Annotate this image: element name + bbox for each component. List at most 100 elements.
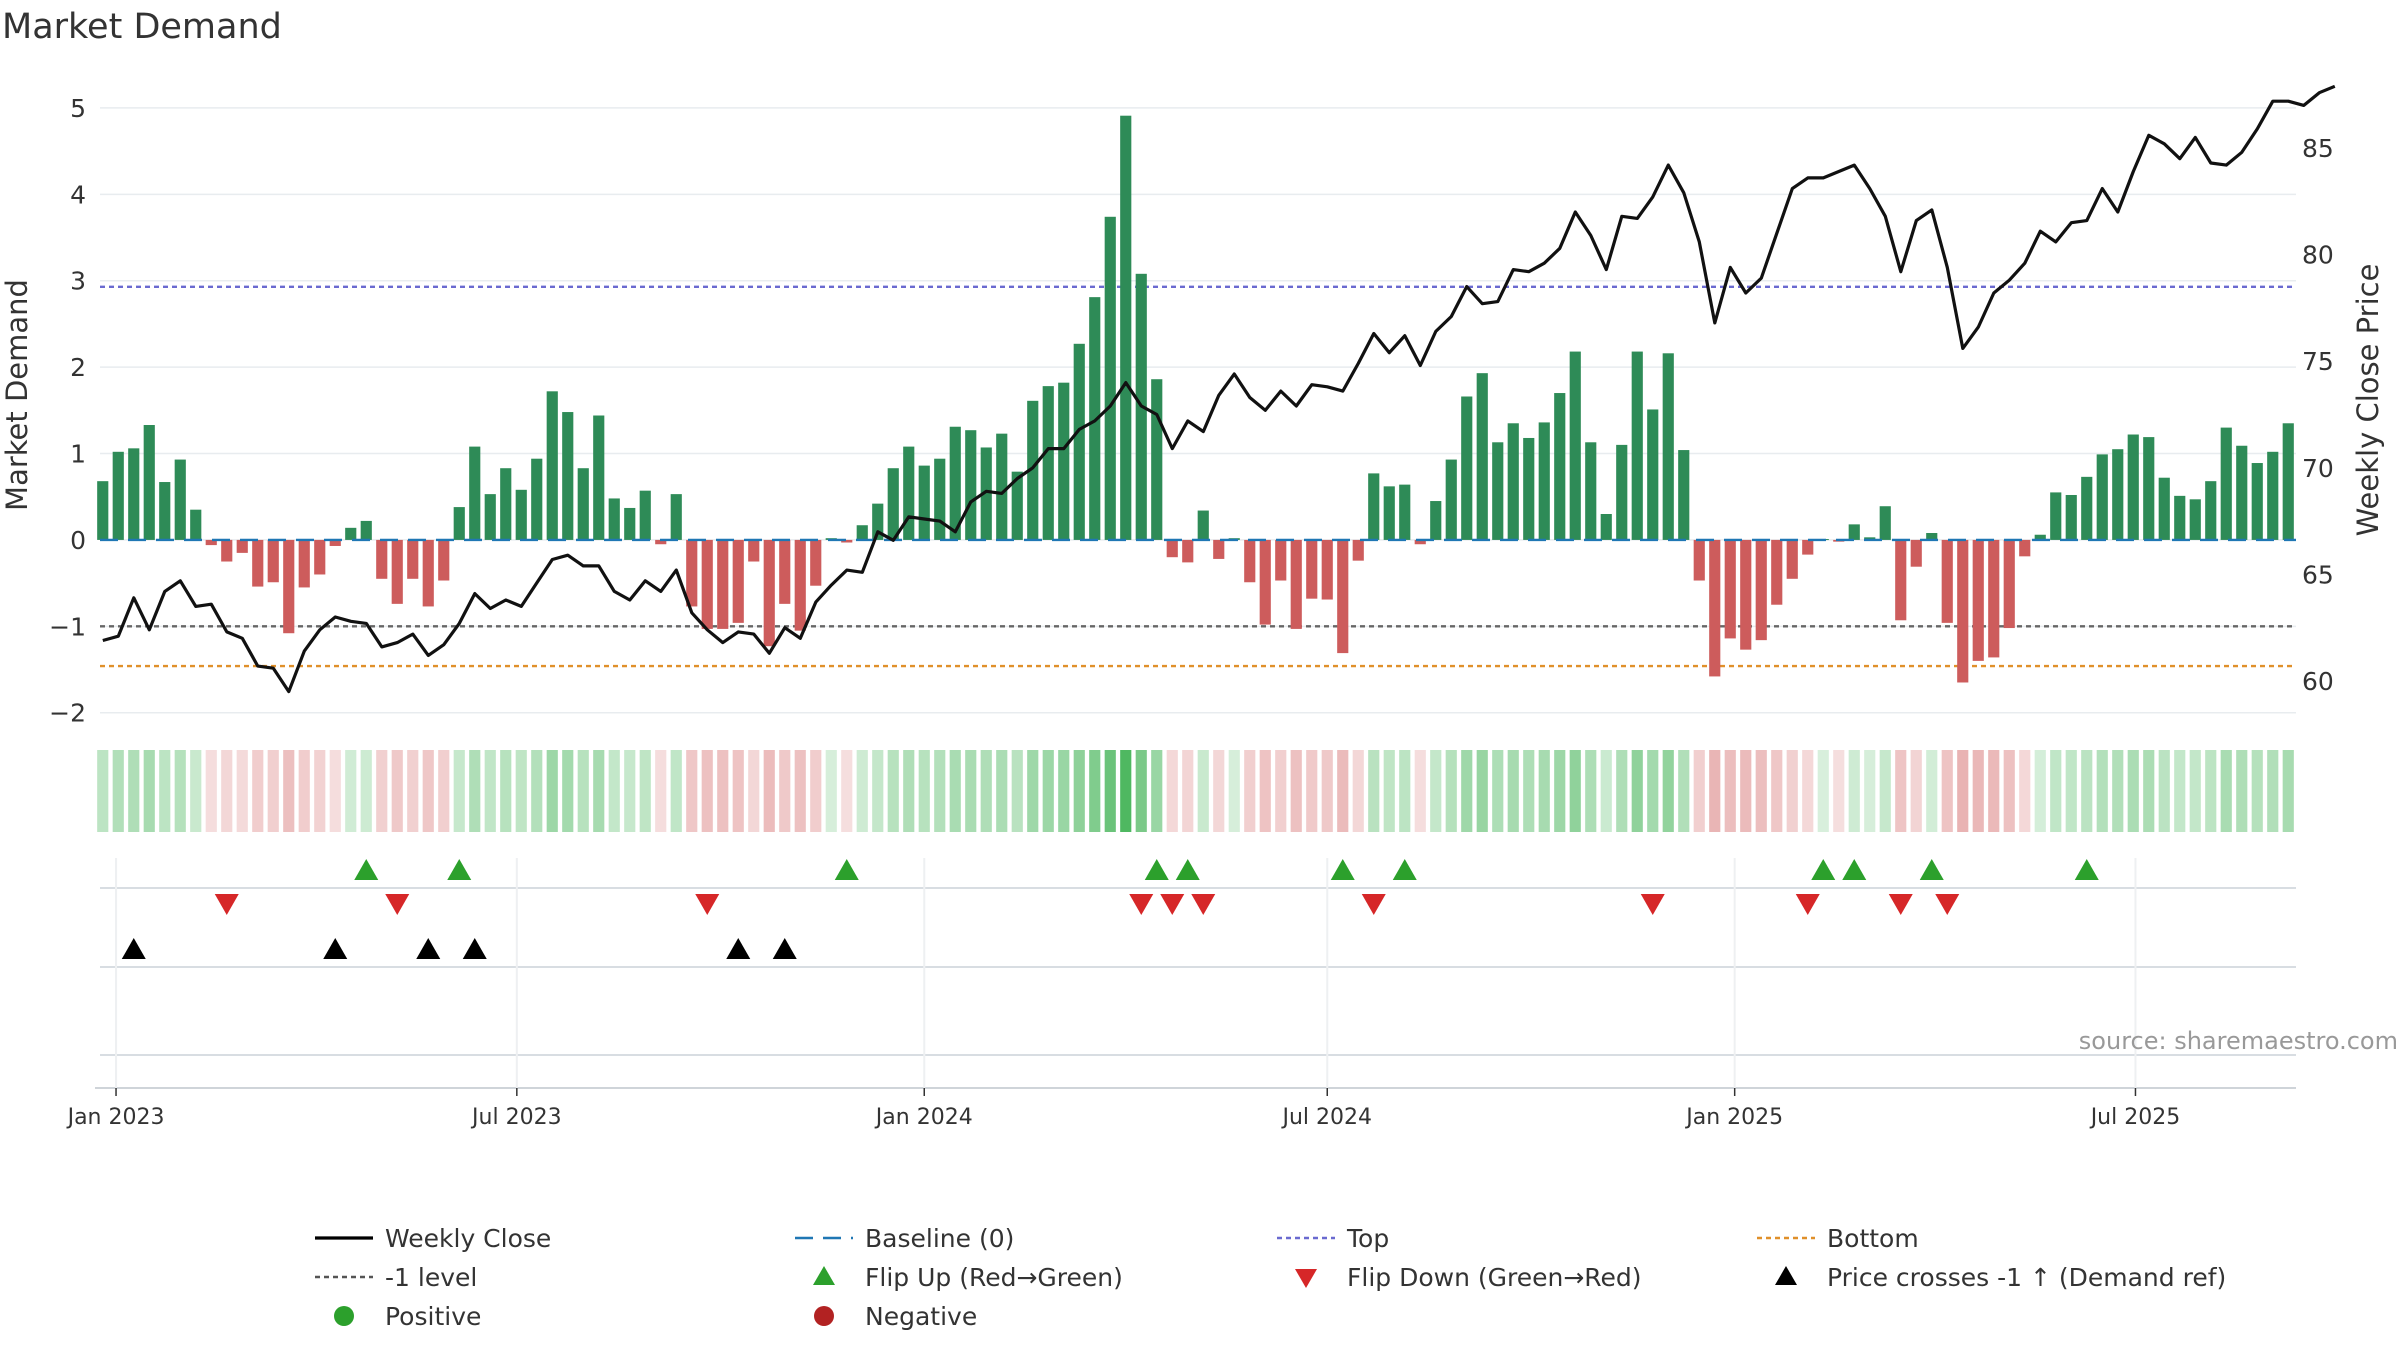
- heat-cell: [1104, 750, 1116, 832]
- demand-bar: [562, 412, 574, 540]
- price-cross-marker: [462, 938, 487, 959]
- heat-cell: [1988, 750, 2000, 832]
- heat-cell: [2143, 750, 2155, 832]
- demand-bar: [1631, 351, 1643, 540]
- heat-cell: [670, 750, 682, 832]
- demand-bar: [1259, 539, 1271, 625]
- heat-cell: [1290, 750, 1302, 832]
- price-cross-marker: [416, 938, 441, 959]
- right-tick-label: 75: [2302, 347, 2334, 376]
- demand-bar: [1368, 473, 1380, 540]
- heat-cell: [1554, 750, 1566, 832]
- demand-bar: [1864, 537, 1876, 540]
- heat-cell: [1895, 750, 1907, 832]
- x-tick-label: Jul 2023: [470, 1105, 562, 1130]
- right-tick-label: 85: [2302, 134, 2334, 163]
- demand-bar: [1414, 539, 1426, 545]
- heat-cell: [1244, 750, 1256, 832]
- heat-cell: [205, 750, 217, 832]
- heat-cell: [887, 750, 899, 832]
- heat-cell: [2251, 750, 2263, 832]
- heat-cell: [438, 750, 450, 832]
- heat-cell: [1600, 750, 1612, 832]
- demand-bar: [1476, 373, 1488, 540]
- demand-bar: [2143, 437, 2155, 540]
- heat-cell: [965, 750, 977, 832]
- demand-bar: [252, 539, 264, 587]
- demand-bars: [97, 115, 2296, 683]
- legend-label: Bottom: [1827, 1224, 1919, 1253]
- heat-cell: [856, 750, 868, 832]
- left-tick-label: −1: [49, 612, 86, 641]
- demand-bar: [1709, 539, 1721, 677]
- right-tick-label: 65: [2302, 560, 2334, 589]
- heat-cell: [2267, 750, 2279, 832]
- demand-bar: [1151, 379, 1163, 540]
- reference-lines: [100, 285, 2296, 668]
- demand-bar: [2205, 481, 2217, 540]
- left-tick-label: 5: [70, 94, 86, 123]
- demand-bar: [1802, 539, 1814, 555]
- demand-bar: [996, 433, 1008, 540]
- demand-bar: [345, 527, 357, 540]
- demand-bar: [1166, 539, 1178, 558]
- demand-bar: [2236, 445, 2248, 540]
- heat-cell: [763, 750, 775, 832]
- demand-bar: [670, 494, 682, 540]
- demand-bar: [1771, 539, 1783, 605]
- heat-cell: [949, 750, 961, 832]
- heat-cell: [825, 750, 837, 832]
- legend-label: Top: [1346, 1224, 1389, 1253]
- demand-bar: [856, 525, 868, 540]
- heat-cell: [190, 750, 202, 832]
- legend-label: Weekly Close: [385, 1224, 551, 1253]
- legend-swatch: [814, 1306, 834, 1326]
- demand-bar: [717, 539, 729, 629]
- flip-down-marker: [695, 894, 720, 915]
- demand-bar: [1724, 539, 1736, 639]
- heat-cell: [1027, 750, 1039, 832]
- demand-bar: [407, 539, 419, 579]
- heat-cell: [2189, 750, 2201, 832]
- demand-bar: [2158, 477, 2170, 540]
- demand-bar: [965, 430, 977, 540]
- demand-bar: [1321, 539, 1333, 600]
- heat-cell: [1941, 750, 1953, 832]
- heat-cell: [1926, 750, 1938, 832]
- heat-cell: [1538, 750, 1550, 832]
- demand-bar: [1104, 216, 1116, 540]
- demand-bar: [949, 426, 961, 540]
- demand-bar: [1554, 393, 1566, 540]
- demand-bar: [577, 468, 589, 540]
- heat-cell: [1879, 750, 1891, 832]
- heat-cell: [1569, 750, 1581, 832]
- demand-bar: [1275, 539, 1287, 581]
- demand-bar: [500, 468, 512, 540]
- demand-bar: [1941, 539, 1953, 623]
- heat-cell: [236, 750, 248, 832]
- right-y-ticks: 60 65 70 75 80 85: [2302, 134, 2334, 696]
- heat-cell: [1476, 750, 1488, 832]
- heat-cell: [1771, 750, 1783, 832]
- heat-cell: [484, 750, 496, 832]
- demand-bar: [298, 539, 310, 588]
- demand-bar: [872, 503, 884, 540]
- heat-cell: [1910, 750, 1922, 832]
- flip-up-marker: [354, 859, 379, 880]
- demand-bar: [2251, 463, 2263, 540]
- demand-bar: [143, 425, 155, 540]
- demand-bar: [1383, 486, 1395, 540]
- demand-bar: [1678, 450, 1690, 540]
- demand-bar: [1306, 539, 1318, 599]
- demand-bar: [2189, 499, 2201, 540]
- heat-cell: [624, 750, 636, 832]
- legend-label: Price crosses -1 ↑ (Demand ref): [1827, 1263, 2226, 1292]
- demand-bar: [1399, 484, 1411, 540]
- heat-cell: [2003, 750, 2015, 832]
- legend-label: Flip Up (Red→Green): [865, 1263, 1123, 1292]
- heat-cell: [562, 750, 574, 832]
- x-tick-label: Jan 2024: [874, 1105, 973, 1130]
- heat-cell: [252, 750, 264, 832]
- legend-label: Positive: [385, 1302, 481, 1331]
- heat-cell: [1492, 750, 1504, 832]
